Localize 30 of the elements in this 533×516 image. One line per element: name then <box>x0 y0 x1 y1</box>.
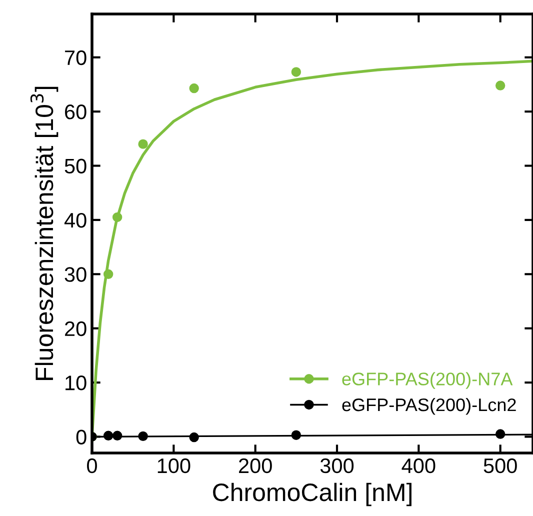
legend-label: eGFP-PAS(200)-N7A <box>342 372 513 389</box>
y-tick-label: 40 <box>64 212 86 228</box>
x-tick-label: 300 <box>320 458 354 474</box>
y-tick-label: 30 <box>64 267 86 282</box>
point <box>291 430 302 440</box>
y-tick-label: 60 <box>65 104 86 120</box>
x-tick-label: 400 <box>402 458 436 474</box>
x-tick-label: 0 <box>87 458 97 474</box>
point <box>189 432 199 442</box>
y-tick-label: 70 <box>65 50 86 66</box>
point <box>495 80 506 90</box>
point <box>138 431 148 442</box>
y-axis-title: Fluoreszenzintensität [10$^{3}$] <box>30 86 58 380</box>
legend-label: eGFP-PAS(200)-Lcn2 <box>342 398 516 415</box>
y-tick-label: 20 <box>65 321 86 336</box>
x-tick-label: 500 <box>484 458 517 474</box>
point <box>112 430 122 441</box>
point <box>138 139 148 149</box>
x-tick-label: 200 <box>239 458 272 474</box>
y-tick-label: 10 <box>66 376 86 390</box>
point <box>291 67 302 77</box>
point <box>103 269 114 280</box>
x-tick-label: 100 <box>158 458 190 474</box>
point <box>103 430 114 441</box>
y-tick-label: 50 <box>64 158 86 174</box>
point <box>112 212 122 222</box>
point <box>495 429 506 439</box>
x-axis-title: ChromoCalin [nM] <box>213 482 412 506</box>
y-tick-label: 0 <box>76 430 86 444</box>
point <box>189 83 199 94</box>
